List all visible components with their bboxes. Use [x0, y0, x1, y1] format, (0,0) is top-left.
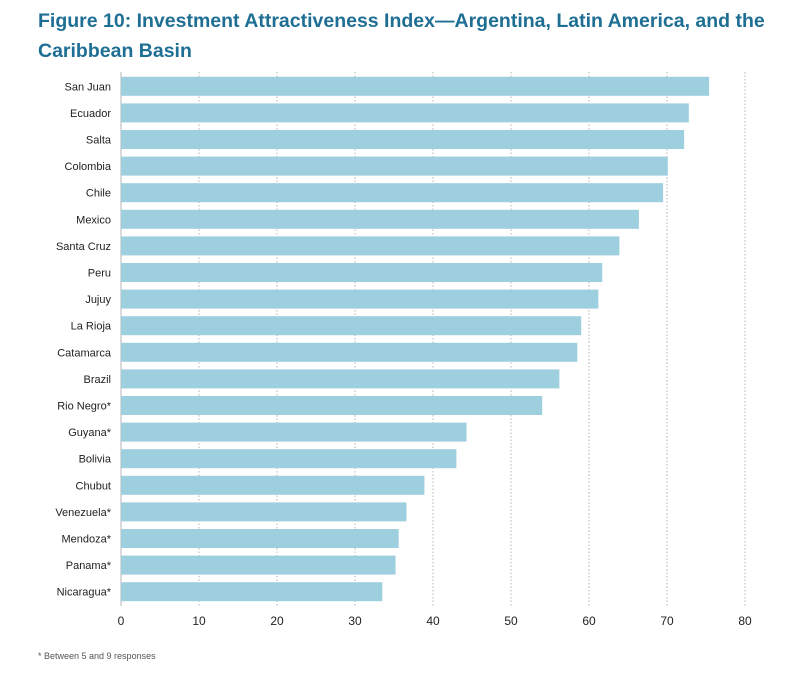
- bar: [121, 449, 457, 469]
- bar: [121, 475, 425, 495]
- y-category-label: Guyana*: [68, 427, 112, 439]
- y-category-label: La Rioja: [71, 321, 112, 333]
- y-category-label: Venezuela*: [55, 507, 111, 519]
- y-category-label: Nicaragua*: [57, 587, 112, 599]
- y-category-label: Peru: [88, 268, 111, 280]
- y-category-label: Brazil: [83, 374, 111, 386]
- y-category-label: Mexico: [76, 214, 111, 226]
- x-tick-label: 10: [192, 614, 206, 628]
- bar: [121, 183, 664, 203]
- y-category-label: San Juan: [65, 81, 111, 93]
- bar: [121, 502, 407, 522]
- bar: [121, 103, 689, 123]
- x-tick-label: 80: [738, 614, 752, 628]
- x-tick-label: 50: [504, 614, 518, 628]
- bar-chart: 0 10 20 30 40 50 60 70 80 San Juan Ecuador Salta Col…: [55, 72, 752, 628]
- x-tick-label: 40: [426, 614, 440, 628]
- y-category-label: Ecuador: [70, 108, 111, 120]
- bar: [121, 236, 620, 256]
- bar: [121, 209, 639, 229]
- x-tick-label: 0: [118, 614, 125, 628]
- bar: [121, 422, 467, 442]
- y-category-label: Panama*: [66, 560, 112, 572]
- bar: [121, 130, 685, 149]
- bar: [121, 76, 710, 96]
- x-tick-label: 60: [582, 614, 596, 628]
- y-category-label: Chile: [86, 188, 111, 200]
- bar: [121, 156, 668, 176]
- y-category-label: Chubut: [76, 480, 111, 492]
- bar: [121, 263, 603, 282]
- y-category-label: Mendoza*: [61, 534, 111, 546]
- y-category-label: Catamarca: [57, 347, 112, 359]
- y-category-label: Santa Cruz: [56, 241, 111, 253]
- y-category-label: Colombia: [65, 161, 112, 173]
- bar: [121, 582, 383, 602]
- bar: [121, 555, 396, 575]
- bar: [121, 529, 399, 548]
- x-tick-label: 70: [660, 614, 674, 628]
- y-category-label: Bolivia: [79, 454, 112, 466]
- footnote: * Between 5 and 9 responses: [38, 651, 156, 661]
- y-category-label: Salta: [86, 135, 112, 147]
- y-category-label: Rio Negro*: [57, 401, 112, 413]
- bar: [121, 396, 543, 415]
- x-tick-label: 20: [270, 614, 284, 628]
- bar: [121, 289, 599, 309]
- bar: [121, 342, 578, 362]
- y-category-label: Jujuy: [85, 294, 111, 306]
- x-tick-label: 30: [348, 614, 362, 628]
- chart-title: Figure 10: Investment Attractiveness Ind…: [38, 10, 765, 62]
- bar: [121, 316, 582, 336]
- bar: [121, 369, 560, 389]
